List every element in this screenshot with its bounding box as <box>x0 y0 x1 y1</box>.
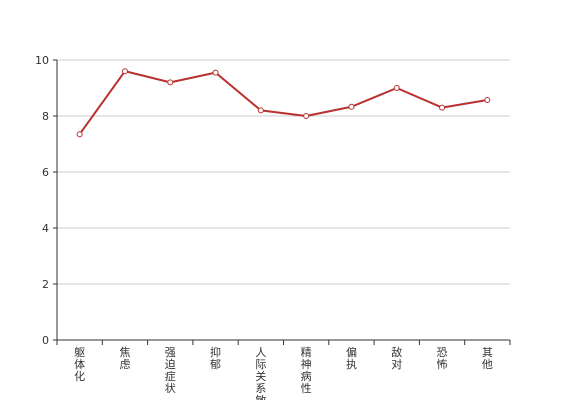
y-tick-label: 8 <box>42 110 49 123</box>
x-tick-label: 强迫症状 <box>165 346 176 395</box>
x-tick-label: 偏执 <box>346 345 357 371</box>
y-tick-label: 10 <box>35 54 49 67</box>
gridlines <box>57 59 510 285</box>
y-tick-label: 6 <box>42 166 49 179</box>
data-point[interactable] <box>303 113 310 119</box>
data-point[interactable] <box>393 85 400 91</box>
x-tick-label: 敌对 <box>391 345 402 371</box>
series-line <box>78 70 488 135</box>
y-tick-label: 2 <box>42 278 49 291</box>
x-tick-label: 人际关系敏感 <box>255 346 266 400</box>
tick-labels: 0 2 4 6 8 10 躯体化 焦虑 强迫症状 抑郁 人际关系敏感 精神病性 偏执 敌对 恐怖 其他 <box>35 54 493 404</box>
data-point[interactable] <box>212 69 219 76</box>
data-point[interactable] <box>348 103 355 110</box>
data-point[interactable] <box>257 107 264 114</box>
data-point[interactable] <box>121 68 128 75</box>
data-point[interactable] <box>484 97 491 104</box>
y-tick-label: 0 <box>42 334 49 347</box>
x-tick-label: 焦虑 <box>119 346 130 371</box>
axes <box>53 59 511 345</box>
x-tick-label: 其他 <box>482 346 493 371</box>
x-tick-label: 恐怖 <box>437 346 448 371</box>
data-point[interactable] <box>167 79 174 86</box>
data-point[interactable] <box>76 131 83 138</box>
x-tick-label: 躯体化 <box>74 346 85 383</box>
data-points <box>76 68 491 138</box>
x-tick-label: 抑郁 <box>210 345 221 371</box>
series-lines <box>78 70 488 135</box>
data-point[interactable] <box>439 104 446 111</box>
x-tick-label: 精神病性 <box>301 346 312 395</box>
y-tick-label: 4 <box>42 222 49 235</box>
